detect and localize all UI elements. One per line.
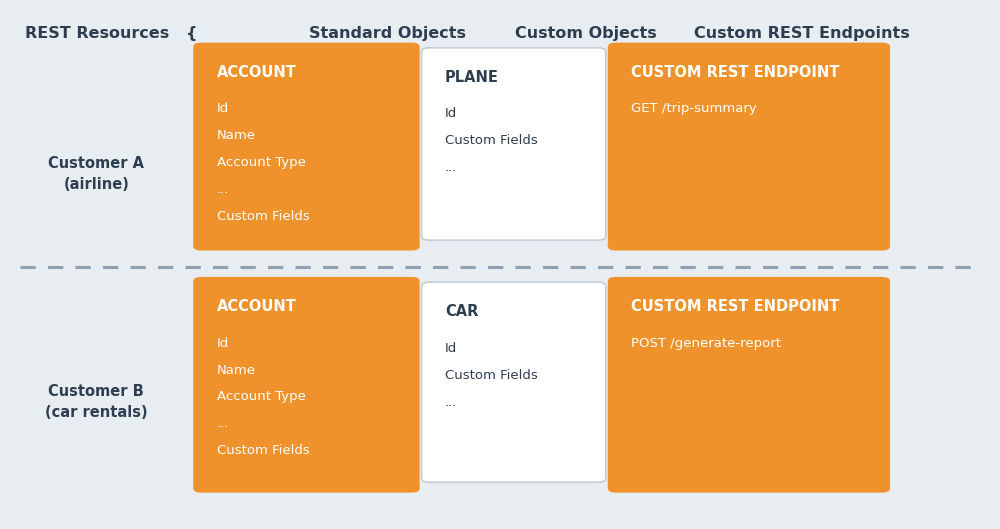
FancyBboxPatch shape	[422, 282, 606, 482]
Text: Name: Name	[217, 129, 256, 142]
Text: Custom Fields: Custom Fields	[445, 134, 538, 148]
Text: PLANE: PLANE	[445, 70, 499, 85]
Text: Customer A
(airline): Customer A (airline)	[48, 156, 144, 192]
Text: GET /trip-summary: GET /trip-summary	[631, 102, 757, 115]
Text: ACCOUNT: ACCOUNT	[217, 299, 297, 314]
Text: Custom Objects: Custom Objects	[515, 26, 657, 41]
FancyBboxPatch shape	[193, 277, 420, 492]
Text: CAR: CAR	[445, 304, 478, 320]
FancyBboxPatch shape	[608, 43, 890, 251]
Text: ...: ...	[445, 161, 457, 175]
Text: Id: Id	[445, 342, 457, 355]
Text: POST /generate-report: POST /generate-report	[631, 336, 781, 350]
Text: CUSTOM REST ENDPOINT: CUSTOM REST ENDPOINT	[631, 65, 840, 80]
Text: ACCOUNT: ACCOUNT	[217, 65, 297, 80]
Text: Custom Fields: Custom Fields	[217, 444, 310, 458]
Text: Customer B
(car rentals): Customer B (car rentals)	[45, 384, 148, 420]
Text: Id: Id	[217, 336, 229, 350]
Text: ...: ...	[217, 183, 229, 196]
Text: Account Type: Account Type	[217, 390, 306, 404]
Text: ...: ...	[445, 396, 457, 409]
Text: Standard Objects: Standard Objects	[309, 26, 466, 41]
Text: REST Resources   {: REST Resources {	[25, 26, 197, 41]
FancyBboxPatch shape	[608, 277, 890, 492]
Text: ...: ...	[217, 417, 229, 431]
Text: Id: Id	[217, 102, 229, 115]
Text: Id: Id	[445, 107, 457, 121]
Text: Account Type: Account Type	[217, 156, 306, 169]
Text: Name: Name	[217, 363, 256, 377]
FancyBboxPatch shape	[193, 43, 420, 251]
Text: CUSTOM REST ENDPOINT: CUSTOM REST ENDPOINT	[631, 299, 840, 314]
Text: Custom Fields: Custom Fields	[445, 369, 538, 382]
Text: Custom REST Endpoints: Custom REST Endpoints	[694, 26, 910, 41]
FancyBboxPatch shape	[422, 48, 606, 240]
Text: Custom Fields: Custom Fields	[217, 210, 310, 223]
